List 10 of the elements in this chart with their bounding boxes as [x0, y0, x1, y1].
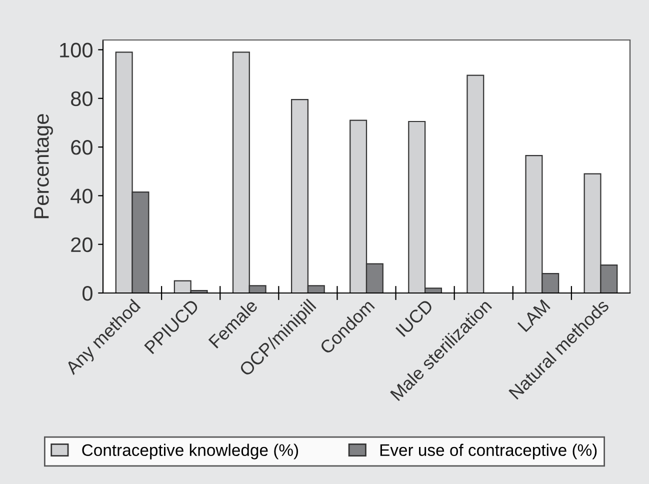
y-tick-label: 0: [82, 286, 92, 301]
legend-label: Ever use of contraceptive (%): [380, 444, 597, 460]
y-axis-title: Percentage: [34, 114, 53, 218]
y-tick-label: 60: [71, 140, 92, 155]
y-tick-label: 20: [71, 237, 92, 252]
legend-label: Contraceptive knowledge (%): [82, 444, 298, 460]
y-tick-label: 40: [70, 188, 92, 204]
bar: [466, 74, 484, 293]
y-tick-label: 80: [71, 91, 92, 106]
y-tick-label: 100: [60, 42, 92, 58]
